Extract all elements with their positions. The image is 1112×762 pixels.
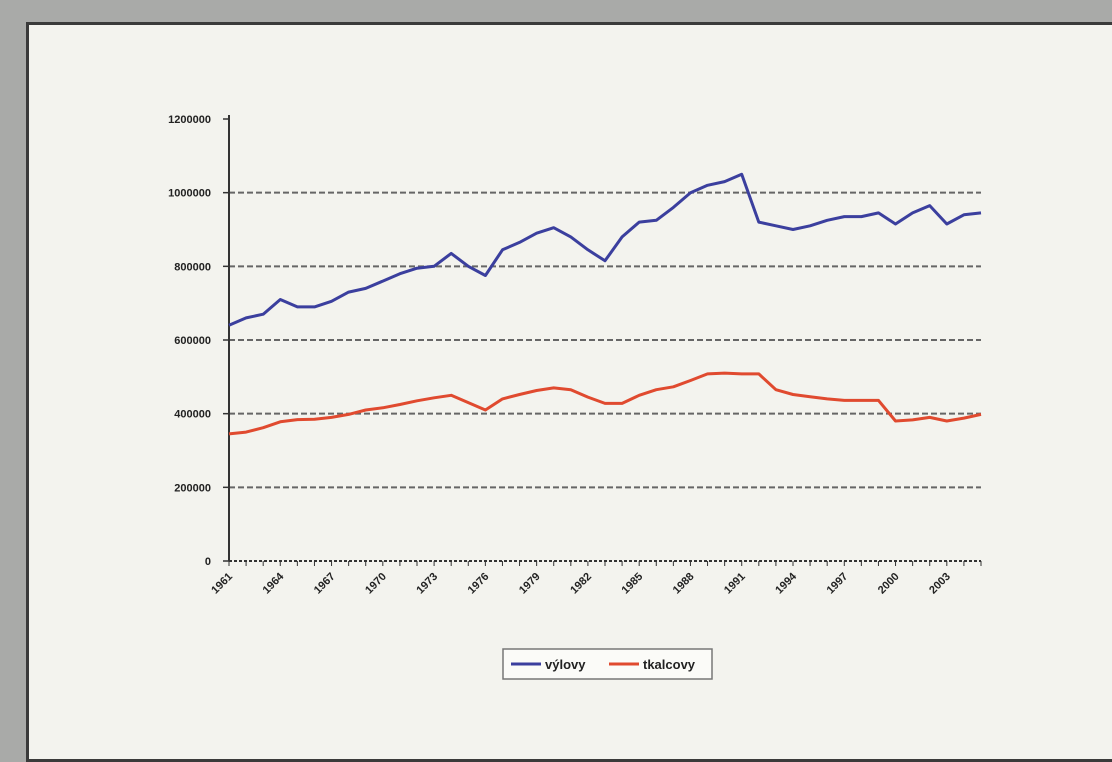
axes <box>228 115 981 562</box>
x-tick-label: 1997 <box>825 571 851 597</box>
y-tick-label: 800000 <box>174 261 211 273</box>
x-tick-label: 1979 <box>517 571 543 597</box>
series-lines <box>228 172 982 436</box>
chart-panel: 0 200000 400000 600000 800000 1000000 1200000 … <box>26 22 1112 762</box>
y-tick-label: 1000000 <box>168 188 211 200</box>
x-tick-label: 1988 <box>671 571 697 597</box>
gridlines <box>229 191 981 489</box>
legend-label-1: tkalcovy <box>643 657 696 672</box>
x-tick-label: 1967 <box>312 571 338 597</box>
x-tick-label: 2000 <box>876 571 902 597</box>
x-tick-label: 1991 <box>722 571 748 597</box>
x-tick-label: 1976 <box>466 571 492 597</box>
series-line-1 <box>228 371 982 436</box>
y-tick-labels: 0 200000 400000 600000 800000 1000000 1200000 <box>168 114 229 568</box>
x-tick-label: 2003 <box>927 571 953 597</box>
y-tick-label: 1200000 <box>168 114 211 126</box>
legend: výlovy tkalcovy <box>502 648 713 680</box>
line-chart: 020000040000060000080000010000001200000 … <box>168 114 982 680</box>
series-line-0 <box>228 172 982 327</box>
x-tick-label: 1985 <box>620 571 646 597</box>
x-tick-label: 1973 <box>414 571 440 597</box>
legend-label-0: výlovy <box>545 657 586 672</box>
x-tick-labels: 1961 1964 1967 1970 1973 1976 1979 1982 1985 1988… <box>209 561 982 597</box>
x-tick-label: 1961 <box>209 571 235 597</box>
y-tick-label: 400000 <box>174 409 211 421</box>
y-tick-label: 600000 <box>174 335 211 347</box>
x-tick-label: 1982 <box>568 571 594 597</box>
x-tick-label: 1970 <box>363 571 389 597</box>
y-tick-label: 200000 <box>174 482 211 494</box>
x-tick-label: 1964 <box>261 570 287 596</box>
x-tick-label: 1994 <box>773 570 799 596</box>
y-tick-label: 0 <box>205 556 211 568</box>
